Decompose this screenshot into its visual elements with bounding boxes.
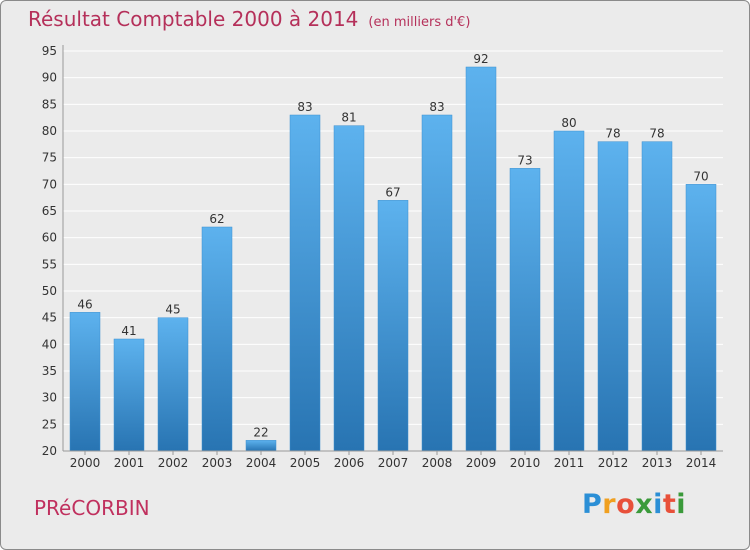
bar [685,184,717,452]
x-tick-label: 2010 [510,456,541,470]
y-tick-label: 55 [42,257,57,271]
bar-value-label: 45 [165,303,180,317]
bar [289,114,321,452]
x-tick-label: 2006 [334,456,365,470]
bar-value-label: 81 [341,111,356,125]
x-tick-label: 2014 [686,456,717,470]
bar-value-label: 92 [473,52,488,66]
logo-letter: x [635,489,654,520]
x-tick-label: 2001 [114,456,145,470]
axis-layer: 25 30 35 40 45 50 55 60 65 70 75 80 85 90 95 20 2000 2001… [42,44,723,470]
logo-letter: t [662,489,677,520]
y-tick-label: 95 [42,44,57,58]
x-tick-label: 2009 [466,456,497,470]
bar [509,168,541,452]
bar-value-label: 22 [253,425,268,439]
proxiti-logo: Proxiti [582,489,686,520]
bar-value-label: 73 [517,153,532,167]
y-tick-label: 70 [42,177,57,191]
bar-value-label: 80 [561,116,576,130]
x-tick-label: 2004 [246,456,277,470]
bar [597,141,629,452]
bar-value-label: 78 [649,127,664,141]
bar-value-label: 78 [605,127,620,141]
logo-letter: P [582,489,603,520]
y-tick-label: 20 [42,444,57,458]
y-tick-label: 30 [42,391,57,405]
x-tick-label: 2000 [70,456,101,470]
bar [421,114,453,452]
x-tick-label: 2008 [422,456,453,470]
x-tick-label: 2003 [202,456,233,470]
bar [465,66,497,452]
logo-letter: o [616,489,636,520]
y-tick-label: 85 [42,97,57,111]
bar [641,141,673,452]
chart-subtitle: (en milliers d'€) [368,15,471,30]
y-tick-label: 25 [42,417,57,431]
x-tick-label: 2005 [290,456,321,470]
y-tick-label: 40 [42,337,57,351]
bar [245,440,277,452]
chart-title: Résultat Comptable 2000 à 2014 [28,7,359,31]
bar-value-label: 41 [121,324,136,338]
x-tick-label: 2013 [642,456,673,470]
bar [333,125,365,452]
title-row: Résultat Comptable 2000 à 2014 (en millie… [28,7,470,31]
bar-value-label: 46 [77,297,92,311]
x-tick-label: 2007 [378,456,409,470]
y-tick-label: 75 [42,151,57,165]
bar [69,312,101,452]
y-tick-label: 80 [42,124,57,138]
bar [201,226,233,452]
y-tick-label: 50 [42,284,57,298]
x-tick-label: 2011 [554,456,585,470]
bar [113,338,145,452]
bar-value-label: 62 [209,212,224,226]
bar [377,200,409,452]
logo-letter: i [653,489,663,520]
town-name: PRéCORBIN [34,496,150,520]
logo-letter: r [602,489,617,520]
bar-value-label: 83 [297,100,312,114]
y-tick-label: 35 [42,364,57,378]
logo-letter: i [676,489,687,520]
y-tick-label: 65 [42,204,57,218]
bar [553,130,585,452]
x-tick-label: 2012 [598,456,629,470]
bar-value-label: 67 [385,185,400,199]
y-tick-label: 60 [42,231,57,245]
y-tick-label: 90 [42,71,57,85]
bar [157,317,189,452]
y-tick-label: 45 [42,311,57,325]
bar-value-label: 70 [693,169,708,183]
x-tick-label: 2002 [158,456,189,470]
bar-value-label: 83 [429,100,444,114]
bar-layer: 46 41 45 62 22 83 81 67 83 92 73 80 78 78 70 [69,52,717,452]
